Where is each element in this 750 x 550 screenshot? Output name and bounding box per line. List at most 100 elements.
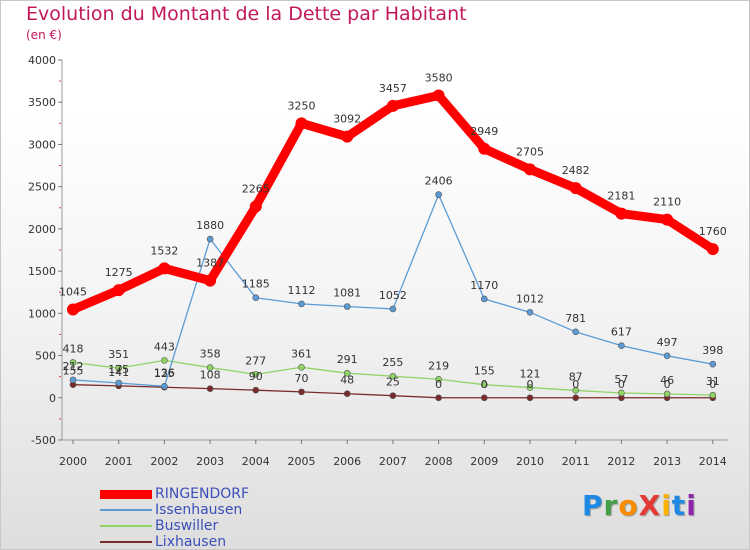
data-point: [663, 352, 671, 360]
legend: RINGENDORF Issenhausen Buswiller Lixhausen: [100, 486, 249, 550]
legend-item: Issenhausen: [100, 502, 249, 518]
x-tick-label: 2009: [470, 455, 498, 468]
data-point: [343, 303, 351, 310]
data-label: 212: [63, 360, 84, 373]
data-label: 1012: [516, 292, 544, 305]
legend-swatch: [100, 541, 152, 543]
logo-letter: i: [686, 489, 697, 522]
data-label: 2110: [653, 196, 681, 209]
data-point: [112, 284, 125, 297]
data-point: [615, 207, 628, 220]
data-label: 351: [108, 348, 129, 361]
legend-item: RINGENDORF: [100, 486, 249, 502]
y-tick-label: 3000: [28, 138, 56, 151]
data-label: 48: [340, 374, 354, 387]
data-label: 1387: [196, 257, 224, 270]
legend-item: Buswiller: [100, 518, 249, 534]
data-label: 108: [200, 369, 221, 382]
data-point: [618, 389, 625, 397]
data-point: [572, 387, 580, 394]
data-point: [706, 243, 719, 256]
data-label: 3457: [379, 82, 407, 95]
data-label: 0: [435, 378, 442, 391]
y-tick-label: 4000: [28, 54, 56, 67]
data-label: 781: [565, 312, 586, 325]
chart-subtitle: (en €): [26, 28, 62, 42]
data-label: 141: [108, 366, 129, 379]
legend-label: Lixhausen: [155, 534, 227, 550]
data-point: [709, 360, 717, 368]
logo-letter: P: [582, 489, 604, 522]
y-tick-label: -500: [31, 434, 56, 447]
data-label: 155: [63, 365, 84, 378]
data-label: 443: [154, 340, 175, 353]
data-point: [480, 394, 488, 402]
y-tick-label: 1500: [28, 265, 56, 278]
data-label: 277: [245, 354, 266, 367]
data-point: [206, 385, 214, 392]
data-point: [298, 388, 305, 396]
data-label: 2265: [242, 183, 270, 196]
data-point: [252, 386, 260, 394]
logo-letter: i: [661, 489, 672, 522]
y-tick-label: 2500: [28, 181, 56, 194]
proxiti-logo: ProXiti: [582, 489, 697, 522]
data-label: 2406: [425, 175, 453, 188]
y-tick-label: 1000: [28, 307, 56, 320]
data-label: 121: [520, 368, 541, 381]
legend-swatch: [100, 489, 152, 499]
data-point: [663, 390, 671, 398]
data-point: [161, 382, 168, 390]
legend-item: Lixhausen: [100, 534, 249, 550]
data-point: [389, 372, 397, 380]
data-point: [435, 375, 442, 383]
data-point: [67, 303, 79, 316]
data-point: [386, 99, 399, 112]
legend-label: RINGENDORF: [155, 486, 250, 502]
data-label: 2949: [470, 125, 498, 138]
y-tick-label: 500: [35, 350, 56, 363]
data-point: [343, 369, 351, 377]
data-point: [618, 342, 625, 349]
x-tick-label: 2013: [653, 455, 681, 468]
data-label: 25: [386, 376, 400, 389]
data-point: [69, 359, 77, 366]
data-point: [252, 371, 260, 378]
logo-letter: o: [618, 489, 639, 522]
data-label: 0: [572, 378, 579, 391]
data-label: 3580: [425, 71, 453, 84]
logo-letter: X: [638, 489, 662, 522]
data-point: [206, 364, 214, 371]
data-label: 617: [611, 326, 632, 339]
data-point: [158, 262, 171, 275]
data-label: 70: [295, 372, 309, 385]
data-point: [161, 357, 168, 364]
x-tick-label: 2000: [59, 455, 87, 468]
y-tick-label: 0: [49, 392, 56, 405]
data-point: [249, 200, 262, 213]
data-label: 46: [660, 374, 674, 387]
data-label: 125: [154, 367, 175, 380]
data-label: 1880: [196, 219, 224, 232]
data-label: 361: [291, 347, 312, 360]
data-point: [69, 376, 77, 384]
x-tick-label: 2011: [562, 455, 590, 468]
data-point: [115, 364, 122, 372]
logo-letter: t: [671, 489, 687, 522]
data-point: [661, 213, 674, 226]
data-label: 1185: [242, 278, 270, 291]
data-label: 1170: [470, 279, 498, 292]
x-tick-label: 2007: [379, 455, 407, 468]
data-point: [298, 300, 305, 308]
legend-swatch: [100, 525, 152, 527]
data-point: [389, 305, 397, 313]
data-label: 90: [249, 370, 263, 383]
data-label: 1081: [333, 286, 361, 299]
data-label: 1275: [105, 266, 133, 279]
data-label: 0: [709, 378, 716, 391]
data-label: 155: [474, 365, 495, 378]
data-label: 0: [618, 378, 625, 391]
data-point: [298, 363, 305, 371]
data-point: [526, 394, 534, 402]
data-label: 2181: [607, 190, 635, 203]
